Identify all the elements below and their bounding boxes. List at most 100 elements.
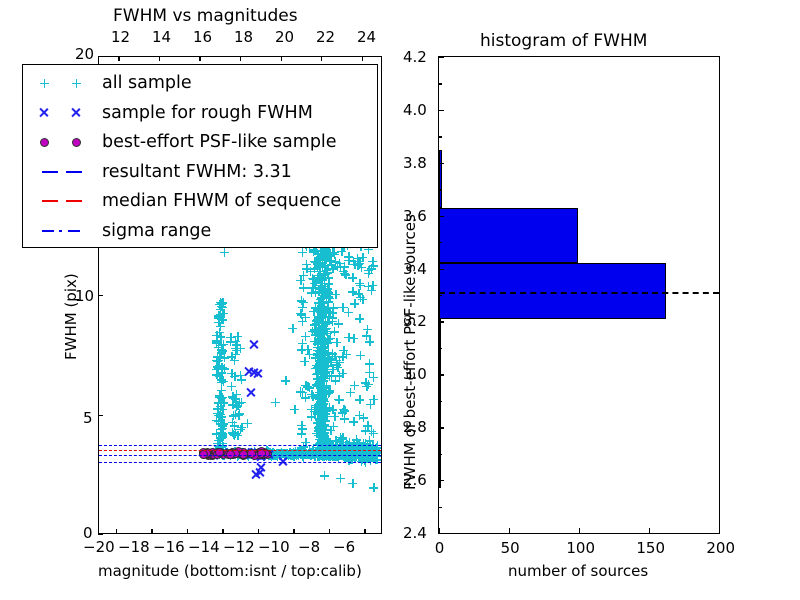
- all-sample-point: [338, 302, 348, 312]
- all-sample-point: [368, 280, 378, 290]
- all-sample-point: [355, 395, 365, 405]
- left-bottom-tick: [115, 529, 118, 534]
- legend-item-5[interactable]: sigma range: [32, 218, 211, 244]
- all-sample-point: [315, 365, 325, 375]
- left-top-tick: [280, 56, 282, 61]
- all-sample-point: [348, 478, 358, 488]
- all-sample-point: [317, 274, 327, 284]
- left-xtick-bottom-2: −16: [153, 538, 185, 556]
- all-sample-point: [300, 312, 310, 322]
- dashed-line: [32, 188, 102, 214]
- all-sample-point: [360, 426, 370, 436]
- all-sample-point: [215, 433, 225, 443]
- right-y-tick: [439, 215, 444, 217]
- all-sample-point: [352, 452, 362, 462]
- all-sample-point: [369, 483, 379, 493]
- all-sample-point: [318, 430, 328, 440]
- circle-marker: [32, 129, 102, 155]
- all-sample-point: [233, 430, 243, 440]
- left-xtick-top-5: 22: [316, 28, 336, 46]
- legend-label: sigma range: [102, 220, 212, 241]
- legend-item-3[interactable]: resultant FWHM: 3.31: [32, 159, 292, 185]
- all-sample-point: [278, 449, 288, 459]
- all-sample-point: [321, 266, 331, 275]
- left-y-tick: [98, 56, 103, 58]
- left-bottom-tick: [328, 529, 331, 534]
- all-sample-point: [327, 371, 336, 381]
- left-top-tick: [199, 56, 201, 61]
- all-sample-point: [213, 343, 223, 353]
- left-ytick-20: 20: [75, 45, 95, 63]
- legend-label: resultant FWHM: 3.31: [102, 161, 292, 182]
- all-sample-point: [345, 448, 355, 458]
- left-top-tick: [240, 56, 242, 61]
- legend-item-2[interactable]: best-effort PSF-like sample: [32, 129, 337, 155]
- all-sample-point: [296, 429, 306, 439]
- right-ytick-label-7: 3.8: [403, 153, 427, 172]
- legend-item-4[interactable]: median FHWM of sequence: [32, 188, 341, 214]
- all-sample-point: [332, 337, 342, 347]
- all-sample-point: [303, 344, 313, 354]
- right-panel-title: histogram of FWHM: [480, 31, 648, 51]
- plus-marker: [32, 70, 102, 96]
- all-sample-point: [339, 451, 349, 461]
- all-sample-point: [298, 283, 308, 293]
- all-sample-point: [317, 347, 327, 357]
- all-sample-point: [319, 307, 329, 317]
- left-xtick-bottom-7: −6: [333, 538, 356, 556]
- all-sample-point: [317, 251, 327, 261]
- legend-item-0[interactable]: all sample: [32, 70, 192, 96]
- all-sample-point: [317, 428, 327, 438]
- all-sample-point: [311, 277, 321, 287]
- right-x-tick: [579, 528, 581, 533]
- left-xtick-bottom-4: −12: [223, 538, 255, 556]
- right-xtick-label-2: 100: [566, 539, 596, 557]
- right-y-minor-tick: [439, 400, 442, 403]
- right-xtick-label-3: 150: [636, 539, 666, 557]
- left-xtick-top-6: 24: [357, 28, 377, 46]
- all-sample-point: [355, 351, 365, 361]
- all-sample-point: [288, 449, 298, 459]
- dashdot-line: [32, 218, 102, 244]
- all-sample-point: [355, 410, 365, 420]
- all-sample-point: [355, 314, 365, 324]
- all-sample-point: [323, 348, 333, 358]
- all-sample-point: [354, 289, 364, 299]
- all-sample-point: [311, 319, 321, 328]
- right-y-tick: [439, 268, 444, 270]
- legend-label: median FHWM of sequence: [102, 191, 342, 211]
- all-sample-point: [320, 308, 330, 318]
- all-sample-point: [313, 405, 323, 415]
- legend-item-1[interactable]: sample for rough FWHM: [32, 100, 313, 126]
- right-xaxis-title: number of sources: [508, 562, 649, 580]
- right-y-minor-tick: [439, 453, 442, 455]
- all-sample-point: [322, 268, 332, 278]
- all-sample-point: [320, 269, 330, 279]
- all-sample-point: [314, 353, 324, 363]
- all-sample-point: [313, 339, 323, 349]
- right-y-tick: [439, 374, 444, 376]
- all-sample-point: [219, 247, 229, 257]
- all-sample-point: [334, 439, 344, 449]
- all-sample-point: [341, 349, 351, 359]
- histogram-bar: [439, 318, 441, 375]
- right-ytick-label-0: 2.4: [403, 524, 427, 542]
- left-ytick-0: 0: [83, 524, 93, 542]
- all-sample-point: [316, 287, 326, 297]
- all-sample-point: [303, 382, 313, 392]
- all-sample-point: [281, 376, 291, 386]
- rough-sample-point: [249, 340, 259, 350]
- right-xtick-label-4: 200: [706, 539, 736, 557]
- left-xtick-bottom-0: −20: [83, 538, 115, 556]
- all-sample-point: [320, 253, 330, 263]
- right-x-tick: [719, 528, 721, 533]
- all-sample-point: [312, 345, 322, 355]
- left-bottom-tick: [293, 529, 295, 534]
- all-sample-point: [315, 394, 325, 404]
- all-sample-point: [233, 331, 243, 341]
- all-sample-point: [328, 405, 338, 415]
- left-xtick-top-3: 18: [234, 28, 254, 46]
- left-ytick-5: 5: [83, 409, 93, 427]
- legend-label: all sample: [102, 73, 192, 93]
- all-sample-point: [355, 281, 365, 291]
